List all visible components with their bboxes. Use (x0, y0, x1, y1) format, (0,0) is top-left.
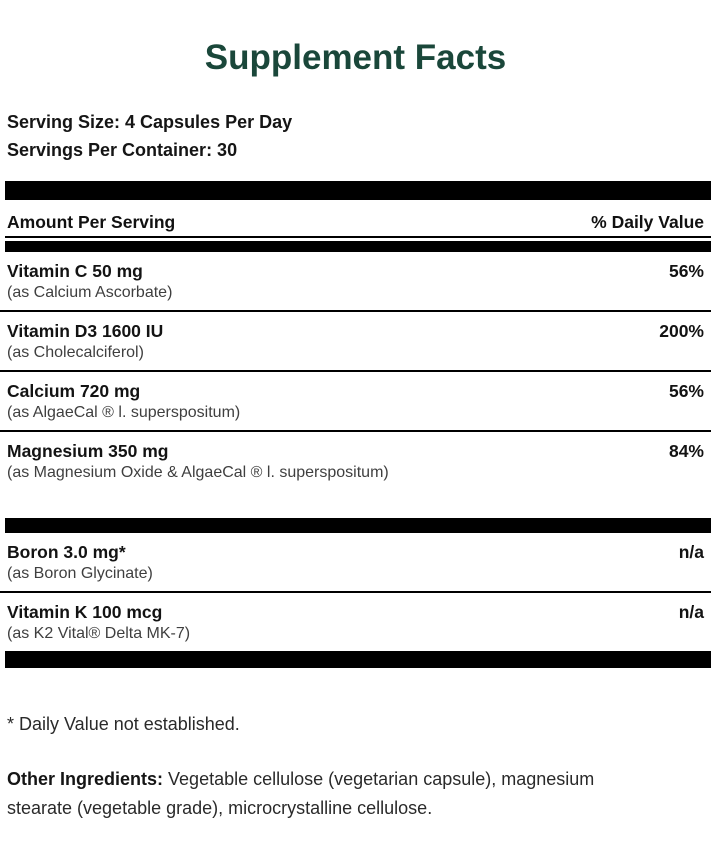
nutrient-main-line: Vitamin C 50 mg 56% (7, 260, 704, 282)
nutrient-name: Magnesium 350 mg (7, 441, 169, 461)
daily-value-footnote: * Daily Value not established. (7, 714, 240, 734)
table-row: Vitamin C 50 mg 56% (as Calcium Ascorbat… (0, 252, 711, 312)
header-divider-thick-bar (5, 241, 711, 252)
nutrient-source: (as Calcium Ascorbate) (7, 284, 173, 301)
other-ingredients-label: Other Ingredients: (7, 769, 164, 789)
serving-size-line: Serving Size: 4 Capsules Per Day (7, 112, 293, 132)
servings-per-container-line: Servings Per Container: 30 (7, 140, 238, 160)
nutrient-source: (as K2 Vital® Delta MK-7) (7, 625, 191, 642)
nutrient-source: (as Magnesium Oxide & AlgaeCal ® l. supe… (7, 464, 389, 481)
table-row: Boron 3.0 mg* n/a (as Boron Glycinate) (0, 533, 711, 593)
nutrient-source: (as Boron Glycinate) (7, 565, 153, 582)
nutrient-main-line: Boron 3.0 mg* n/a (7, 541, 704, 563)
nutrient-daily-value: n/a (678, 542, 704, 562)
header-divider-gap (0, 238, 711, 241)
table-row: Magnesium 350 mg 84% (as Magnesium Oxide… (0, 432, 711, 518)
nutrient-daily-value: 200% (659, 321, 704, 341)
table-header-row: Amount Per Serving % Daily Value (0, 200, 711, 236)
daily-value-header: % Daily Value (591, 212, 704, 232)
top-divider-bar (5, 181, 711, 200)
nutrient-name: Vitamin D3 1600 IU (7, 321, 164, 341)
nutrient-source: (as Cholecalciferol) (7, 344, 144, 361)
nutrient-daily-value: n/a (678, 602, 704, 622)
nutrient-main-line: Calcium 720 mg 56% (7, 380, 704, 402)
table-row: Vitamin K 100 mcg n/a (as K2 Vital® Delt… (0, 593, 711, 651)
amount-per-serving-header: Amount Per Serving (7, 212, 176, 232)
table-row: Vitamin D3 1600 IU 200% (as Cholecalcife… (0, 312, 711, 372)
page-title: Supplement Facts (204, 38, 507, 77)
nutrient-main-line: Vitamin K 100 mcg n/a (7, 601, 704, 623)
nutrient-main-line: Vitamin D3 1600 IU 200% (7, 320, 704, 342)
nutrient-name: Calcium 720 mg (7, 381, 141, 401)
other-ingredients-text: Vegetable cellulose (vegetarian capsule)… (7, 769, 595, 818)
other-ingredients-paragraph: Other Ingredients: Vegetable cellulose (… (7, 765, 662, 823)
nutrient-daily-value: 56% (668, 261, 704, 281)
nutrient-name: Boron 3.0 mg* (7, 542, 126, 562)
nutrient-daily-value: 56% (668, 381, 704, 401)
bottom-divider-bar (5, 651, 711, 668)
nutrient-daily-value: 84% (668, 441, 704, 461)
nutrient-name: Vitamin C 50 mg (7, 261, 143, 281)
middle-divider-bar (5, 518, 711, 533)
table-row: Calcium 720 mg 56% (as AlgaeCal ® l. sup… (0, 372, 711, 432)
nutrient-main-line: Magnesium 350 mg 84% (7, 440, 704, 462)
nutrient-source: (as AlgaeCal ® l. superspositum) (7, 404, 241, 421)
nutrient-name: Vitamin K 100 mcg (7, 602, 163, 622)
serving-info: Serving Size: 4 Capsules Per Day Serving… (0, 108, 711, 164)
header-divider (0, 236, 711, 252)
header-divider-thin-line (5, 236, 711, 238)
